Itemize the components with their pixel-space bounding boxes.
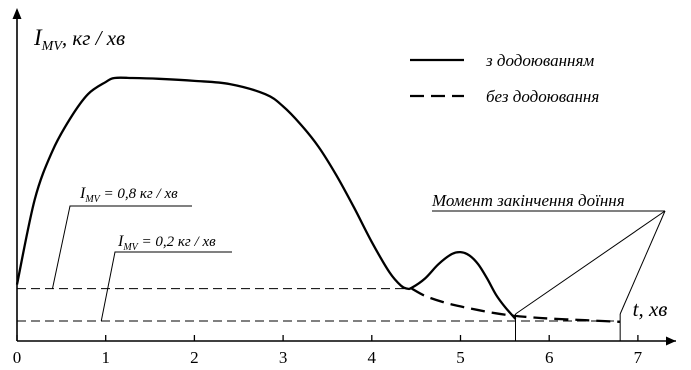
legend-label-solid: з додоюванням [485, 51, 594, 70]
y-axis-arrow [12, 8, 22, 19]
annotation [432, 210, 666, 341]
series-line-with-milking [15, 76, 517, 320]
x-tick-label: 4 [368, 348, 377, 367]
series-lines [15, 76, 621, 323]
refline-1-leader [51, 205, 192, 289]
x-tick-label: 6 [545, 348, 554, 367]
x-tick-label: 1 [101, 348, 110, 367]
x-tick-label: 0 [13, 348, 22, 367]
refline-label-1: IMV = 0,8 кг / хв [79, 185, 178, 205]
annotation-leader-1 [619, 210, 666, 315]
legend: з додоюванням без додоювання [410, 51, 599, 106]
axes [12, 8, 676, 346]
x-tick-label: 2 [190, 348, 199, 367]
refline-label-2: IMV = 0,2 кг / хв [117, 233, 216, 253]
legend-label-dashed: без додоювання [486, 87, 599, 106]
x-tick-label: 3 [279, 348, 288, 367]
series-line-without-milking [411, 287, 621, 323]
x-ticks: 0 1 2 3 4 5 6 7 [13, 335, 643, 367]
y-axis-label: IMV, кг / хв [33, 25, 125, 54]
annotation-text: Момент закінчення доїння [431, 191, 625, 210]
annotation-leader-0 [515, 210, 666, 315]
x-axis-label: t, хв [633, 297, 668, 321]
refline-2-leader [100, 251, 232, 322]
x-tick-label: 5 [456, 348, 465, 367]
x-axis-arrow [666, 336, 676, 346]
x-tick-label: 7 [634, 348, 643, 367]
reference-lines [17, 205, 621, 322]
